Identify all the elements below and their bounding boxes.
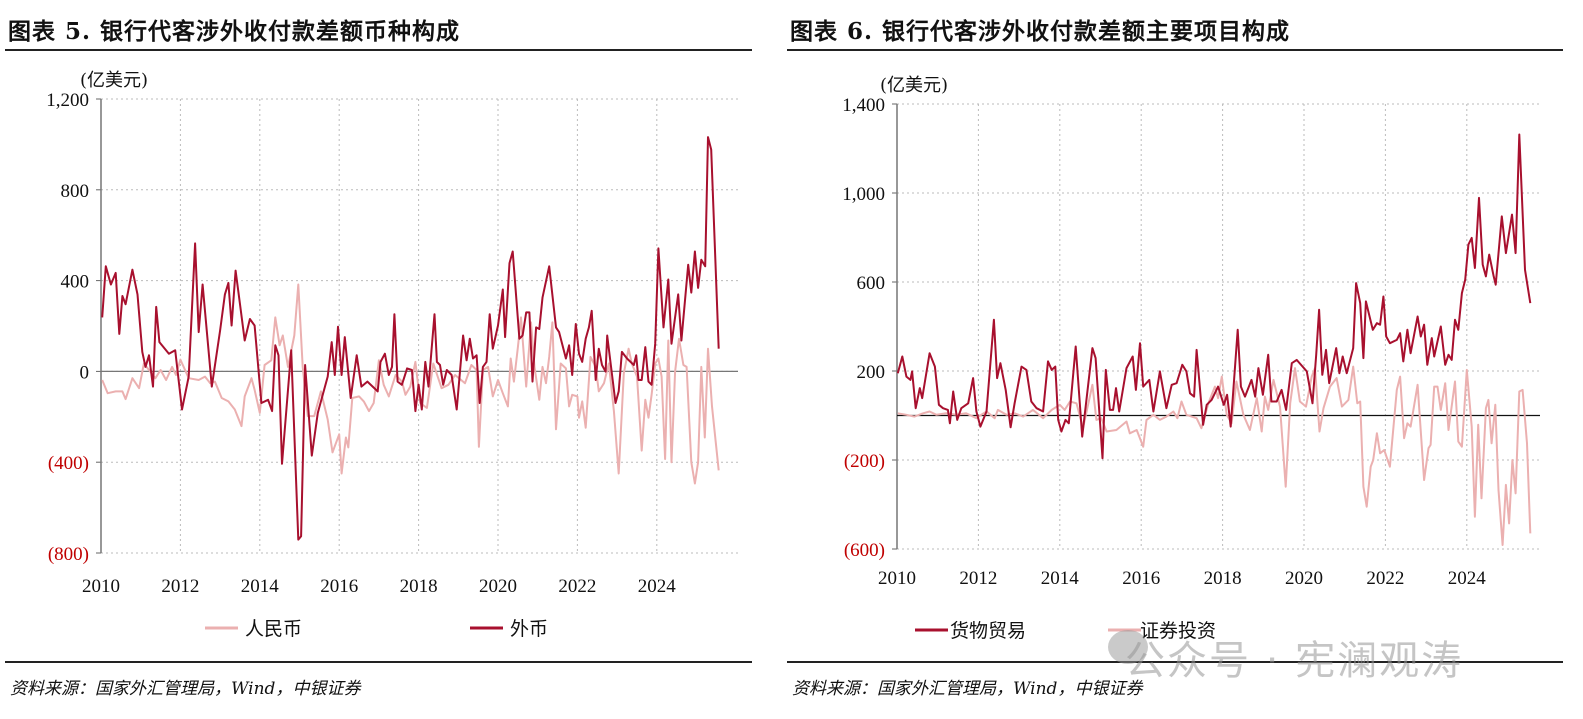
chart1-series-line-2 — [101, 136, 720, 541]
chart2-title-rule — [787, 49, 1563, 51]
chart2-x-tick-label: 2018 — [1204, 568, 1242, 589]
chart2-y-tick-label: 600 — [857, 273, 886, 294]
chart2-x-tick-label: 2010 — [878, 568, 916, 589]
chart2-x-tick-label: 2012 — [959, 568, 997, 589]
chart1-unit-label: (亿美元) — [80, 70, 148, 91]
chart2-x-tick-label: 2014 — [1041, 568, 1080, 589]
chart1-x-tick-label: 2022 — [558, 576, 596, 597]
chart1-legend-label-2: 外币 — [510, 618, 548, 640]
chart2-y-tick-label: 1,400 — [842, 95, 885, 116]
wechat-icon — [1108, 630, 1148, 664]
chart1-x-tick-label: 2010 — [82, 576, 120, 597]
chart1-x-tick-label: 2024 — [638, 576, 677, 597]
watermark: 公众号 · 宪澜观涛 — [1125, 638, 1464, 684]
chart1-y-tick-label: 400 — [61, 272, 90, 293]
chart2-x-tick-label: 2024 — [1448, 568, 1487, 589]
chart1-x-tick-label: 2012 — [161, 576, 199, 597]
chart2-unit-label: (亿美元) — [880, 75, 948, 96]
chart2-source: 资料来源：国家外汇管理局，Wind，中银证券 — [792, 679, 1143, 699]
chart2-series-line-1 — [896, 133, 1532, 460]
chart1-footer-rule — [5, 661, 752, 663]
chart1-source: 资料来源：国家外汇管理局，Wind，中银证券 — [10, 679, 361, 699]
chart2-y-tick-label: 200 — [857, 362, 886, 383]
chart2-legend-label-1: 货物贸易 — [950, 620, 1026, 642]
chart1-y-tick-label: 800 — [61, 181, 90, 202]
chart1-x-tick-label: 2014 — [241, 576, 280, 597]
chart1-series-line-1 — [101, 283, 720, 485]
chart2-y-tick-label: 1,000 — [842, 184, 885, 205]
chart1-legend-label-1: 人民币 — [245, 618, 302, 640]
chart2-footer-rule — [787, 661, 1563, 663]
chart2-y-tick-label: (200) — [844, 451, 885, 472]
chart2-x-tick-label: 2020 — [1285, 568, 1323, 589]
chart2-x-tick-label: 2016 — [1122, 568, 1160, 589]
chart1-title: 图表 5. 银行代客涉外收付款差额币种构成 — [8, 18, 461, 45]
chart2-x-tick-label: 2022 — [1366, 568, 1404, 589]
chart1-y-tick-label: (400) — [48, 453, 89, 474]
chart1-x-tick-label: 2020 — [479, 576, 517, 597]
chart1-x-tick-label: 2018 — [400, 576, 438, 597]
chart2-legend-label-2: 证券投资 — [1140, 620, 1216, 642]
chart1-title-rule — [5, 49, 752, 51]
chart1-y-tick-label: 1,200 — [46, 90, 89, 111]
chart2-y-tick-label: (600) — [844, 540, 885, 561]
chart1-y-tick-label: (800) — [48, 544, 89, 565]
chart2-title: 图表 6. 银行代客涉外收付款差额主要项目构成 — [790, 18, 1291, 45]
chart1-x-tick-label: 2016 — [320, 576, 358, 597]
chart1-y-tick-label: 0 — [80, 362, 90, 383]
